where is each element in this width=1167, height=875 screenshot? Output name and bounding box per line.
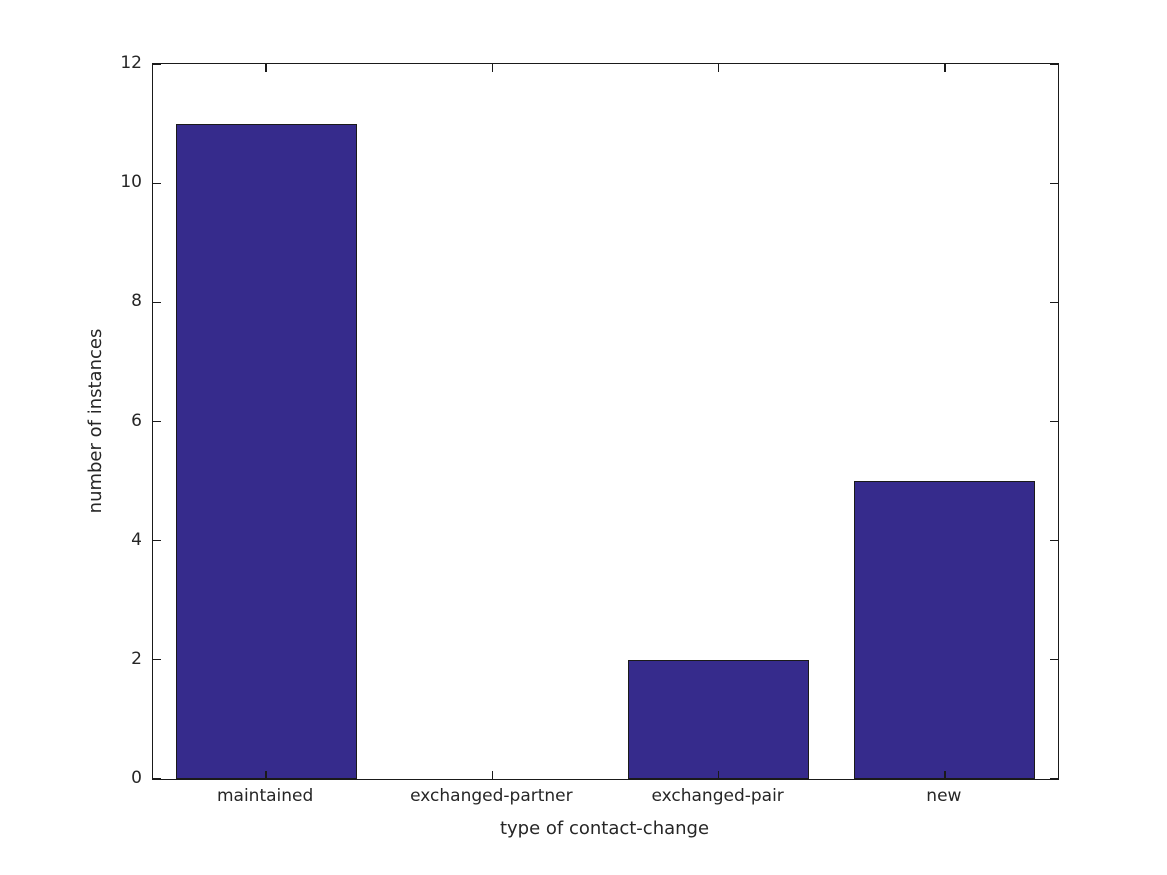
x-tick-bottom (491, 771, 494, 779)
x-tick-top (265, 64, 267, 72)
y-tick-left (153, 64, 161, 66)
x-tick-top (717, 64, 720, 72)
y-tick-right (1050, 777, 1058, 779)
plot-area (152, 63, 1059, 780)
x-tick-top (491, 64, 494, 72)
bar-new (854, 481, 1036, 779)
y-tick-label: 2 (131, 648, 142, 669)
x-tick-bottom (944, 771, 946, 779)
x-tick-label: exchanged-partner (410, 786, 573, 806)
y-tick-right (1050, 301, 1058, 303)
y-tick-left (153, 301, 161, 303)
y-tick-label: 6 (131, 410, 142, 431)
x-tick-bottom (717, 771, 720, 779)
x-tick-label: maintained (216, 786, 314, 806)
y-tick-label: 10 (120, 172, 142, 193)
x-tick-top (944, 64, 946, 72)
y-tick-right (1050, 182, 1058, 184)
y-tick-right (1050, 540, 1058, 542)
y-tick-right (1050, 64, 1058, 66)
y-tick-left (153, 540, 161, 542)
bar-maintained (175, 123, 357, 779)
bar-exchanged-pair (628, 659, 810, 779)
y-tick-label: 8 (131, 291, 142, 312)
y-tick-left (153, 182, 161, 184)
y-tick-right (1050, 420, 1058, 423)
y-tick-left (153, 777, 161, 779)
x-axis-label: type of contact-change (499, 818, 710, 839)
y-tick-label: 0 (131, 768, 142, 788)
x-tick-label: exchanged-pair (651, 786, 784, 806)
y-tick-right (1050, 659, 1058, 661)
y-tick-left (153, 659, 161, 661)
x-tick-bottom (265, 771, 267, 779)
y-tick-label: 4 (131, 529, 142, 550)
y-tick-left (153, 420, 161, 423)
x-tick-label: new (926, 786, 962, 806)
y-tick-label: 12 (120, 53, 142, 73)
